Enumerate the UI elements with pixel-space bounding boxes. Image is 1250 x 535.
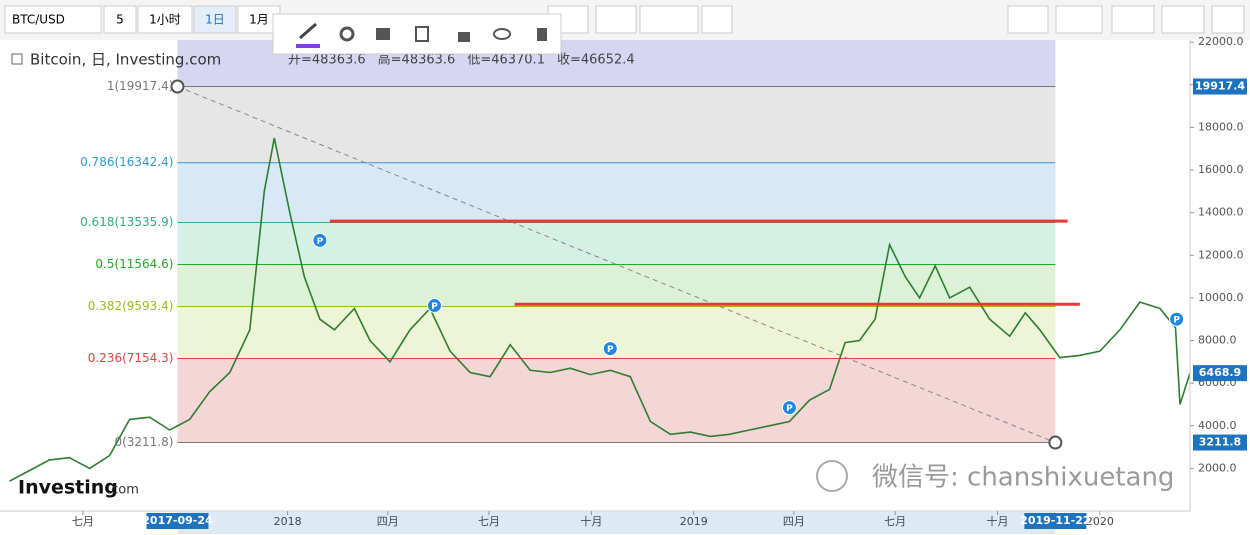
y-tick-label: 16000.0 [1198,163,1244,176]
x-tick-label: 2020 [1086,515,1114,528]
x-marker-label: 2017-09-24 [142,514,213,527]
toolbar-buttons [547,5,1245,34]
x-tick-label: 十月 [580,514,602,528]
y-tick-label: 4000.0 [1198,419,1237,432]
event-marker[interactable] [602,341,618,357]
fib-handle[interactable] [1048,435,1063,450]
x-tick-label: 七月 [72,515,94,528]
legend-collapse [11,53,23,65]
fib-level-label: 1(19917.4) [107,79,174,93]
x-tick-label: 十月 [987,514,1009,528]
number-box[interactable] [103,5,137,34]
cloud-download[interactable] [1111,5,1155,34]
price-tag [1193,365,1247,382]
price-tag-label: 6468.9 [1199,366,1241,379]
fib-band [177,264,1056,307]
x-tick-label: 七月 [478,515,500,528]
plot-area: 1(19917.4) 0.786(16342.4) 0.618(13535.9) 0.… [0,35,1250,535]
wechat-icon [816,460,848,492]
ohlc-value: 开=48363.6 [288,53,366,68]
y-tick-label: 2000.0 [1198,461,1237,474]
interval-button[interactable] [193,5,237,34]
symbol-box[interactable] [4,5,102,34]
interval-button[interactable] [137,5,193,34]
event-label: P [431,302,438,312]
x-marker [146,513,209,529]
fib-band [177,358,1056,443]
fib-band [177,162,1056,223]
color-button[interactable] [1055,5,1103,34]
y-tick-label: 8000.0 [1198,334,1237,347]
logo: .com [107,483,139,498]
pencil-icon[interactable] [299,22,317,40]
layer-icon[interactable] [376,28,390,40]
x-tick-label: 四月 [377,515,399,528]
y-tick-label: 12000.0 [1198,248,1244,261]
pencil-color[interactable] [296,44,320,48]
drawing-toolbar [272,13,562,55]
price-line [9,137,1191,482]
price-tag-label: 19917.4 [1195,80,1245,93]
fib-trend [177,86,1056,444]
fullscreen[interactable] [1211,5,1245,34]
y-tick-label: 10000.0 [1198,291,1244,304]
trash-icon[interactable] [537,28,547,41]
lock-icon[interactable] [458,32,470,42]
price-tag [1193,434,1247,451]
ohlc-value: 高=48363.6 [378,52,456,68]
y-tick-label: 22000.0 [1198,35,1244,48]
x-marker [1024,513,1087,529]
event-label: P [1173,316,1180,326]
eye-icon[interactable] [493,28,511,40]
ohlc-value: 收=46652.4 [557,53,635,68]
fib-band [177,86,1056,163]
interval: 1月 [249,13,269,27]
event-label: P [317,237,324,247]
ohlc-value: 低=46370.1 [467,53,545,68]
x-tick-label: 四月 [783,515,805,528]
watermark: 微信号: chanshixuetang [872,463,1174,493]
interval: 1日 [205,13,225,27]
y-axis [1190,40,1250,511]
fib-level-label: 0.236(7154.3) [88,351,174,365]
event-marker[interactable] [426,298,442,314]
fib-handle[interactable] [170,79,185,94]
fib-level-label: 0.618(13535.9) [80,215,173,229]
price-tag-label: 3211.8 [1199,436,1241,449]
fib-level-label: 0(3211.8) [114,435,173,449]
copy-icon[interactable] [415,26,429,42]
logo: Investing [18,477,118,499]
interval: 1小时 [149,13,181,27]
fib-band [177,222,1056,265]
alert-button[interactable] [701,5,733,34]
fib-level-label: 0.5(11564.6) [95,257,173,271]
event-marker[interactable] [1169,311,1185,327]
fib-level-label: 0.382(9593.4) [88,299,174,313]
gear-icon[interactable] [339,26,355,42]
event-marker[interactable] [781,400,797,416]
symbol: BTC/USD [12,13,65,27]
y-tick-label: 18000.0 [1198,120,1244,133]
event-label: P [786,404,793,414]
y-tick-label: 14000.0 [1198,206,1244,219]
undo-redo[interactable] [639,5,699,34]
event-label: P [607,345,614,355]
x-marker-label: 2019-11-22 [1020,514,1090,527]
camera-button[interactable] [1007,5,1049,34]
x-tick-label: 2019 [680,515,708,528]
x-tick-label: 2018 [274,515,302,528]
chart-title: Bitcoin, 日, Investing.com [30,51,221,69]
price-tag [1193,78,1247,95]
cloud-upload[interactable] [1161,5,1205,34]
fib-level-label: 0.786(16342.4) [80,155,173,169]
number: 5 [116,13,124,27]
x-range [177,512,1056,534]
compare-button[interactable] [595,5,637,34]
event-marker[interactable] [312,232,328,248]
x-tick-label: 七月 [884,515,906,528]
